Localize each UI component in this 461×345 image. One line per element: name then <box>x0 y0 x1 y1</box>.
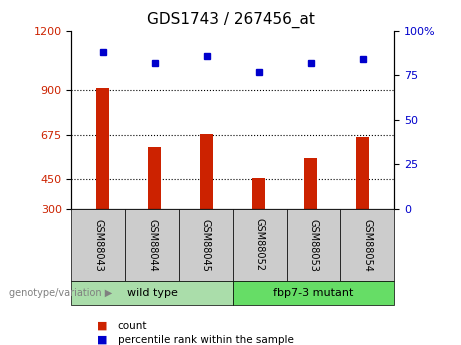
Text: GSM88052: GSM88052 <box>254 218 265 272</box>
Text: GDS1743 / 267456_at: GDS1743 / 267456_at <box>147 12 314 28</box>
Text: genotype/variation ▶: genotype/variation ▶ <box>9 288 112 298</box>
Bar <box>356 137 369 209</box>
Bar <box>200 134 213 209</box>
Text: GSM88044: GSM88044 <box>147 219 157 271</box>
Text: GSM88054: GSM88054 <box>362 218 372 272</box>
Text: wild type: wild type <box>127 288 177 298</box>
Text: GSM88053: GSM88053 <box>308 218 319 272</box>
Bar <box>96 88 109 209</box>
Text: GSM88045: GSM88045 <box>201 218 211 272</box>
Text: GSM88043: GSM88043 <box>93 219 103 271</box>
Text: ■: ■ <box>97 335 107 345</box>
Bar <box>252 178 266 209</box>
Text: ■: ■ <box>97 321 107 331</box>
Bar <box>148 147 161 209</box>
Text: count: count <box>118 321 147 331</box>
Bar <box>304 158 317 209</box>
Text: percentile rank within the sample: percentile rank within the sample <box>118 335 294 345</box>
Text: fbp7-3 mutant: fbp7-3 mutant <box>273 288 354 298</box>
